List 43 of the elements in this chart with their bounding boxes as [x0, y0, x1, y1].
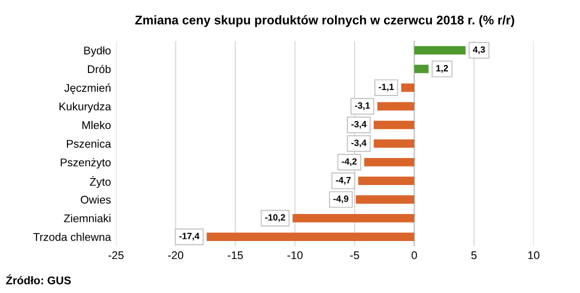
bar [358, 176, 414, 186]
bar [292, 214, 414, 222]
x-tick-label: 5 [471, 251, 477, 260]
y-tick-label: Żyto [90, 176, 111, 188]
x-tick-label: -25 [108, 251, 124, 260]
chart-title: Zmiana ceny skupu produktów rolnych w czerwcu 2018 r. (% r/r) [135, 15, 514, 27]
y-tick-label: Kukurydza [60, 102, 112, 113]
bar [414, 46, 466, 55]
x-tick-label: -5 [350, 251, 360, 260]
data-label: -10,2 [265, 214, 286, 222]
y-tick-label: Mleko [82, 120, 111, 130]
data-label: -1,1 [378, 84, 394, 92]
bar [374, 139, 414, 148]
y-tick-label: Owies [80, 195, 111, 204]
data-label: -17,4 [179, 232, 200, 241]
data-label: 1,2 [436, 65, 448, 73]
x-tick-label: -20 [168, 251, 184, 260]
y-tick-label: Ziemniaki [64, 214, 110, 222]
data-label: -4,7 [336, 176, 351, 185]
bar [414, 64, 429, 74]
y-tick-label: Pszenżyto [60, 158, 111, 169]
x-tick-label: -10 [287, 251, 303, 260]
x-tick-label: 0 [412, 251, 417, 260]
bar [374, 120, 414, 130]
y-tick-label: Pszenica [66, 140, 112, 148]
data-label: -4,9 [333, 196, 348, 204]
bar [377, 102, 414, 110]
data-label: -3,4 [351, 140, 367, 148]
x-tick-label: 10 [528, 251, 540, 260]
x-tick-label: -15 [228, 251, 243, 260]
data-label: -3,4 [351, 120, 367, 129]
y-tick-label: Jęczmień [64, 84, 110, 94]
text: Źródło: GUS [6, 274, 71, 284]
bar [401, 83, 414, 92]
data-label: -3,1 [354, 102, 370, 110]
y-tick-label: Bydło [84, 46, 111, 57]
bar [206, 232, 414, 241]
bar [356, 195, 414, 204]
data-label: 4,3 [472, 46, 485, 54]
y-tick-label: Drób [88, 64, 111, 74]
bar [364, 158, 414, 166]
data-label: -4,2 [342, 158, 357, 166]
y-tick-label: Trzoda chlewna [33, 232, 112, 241]
